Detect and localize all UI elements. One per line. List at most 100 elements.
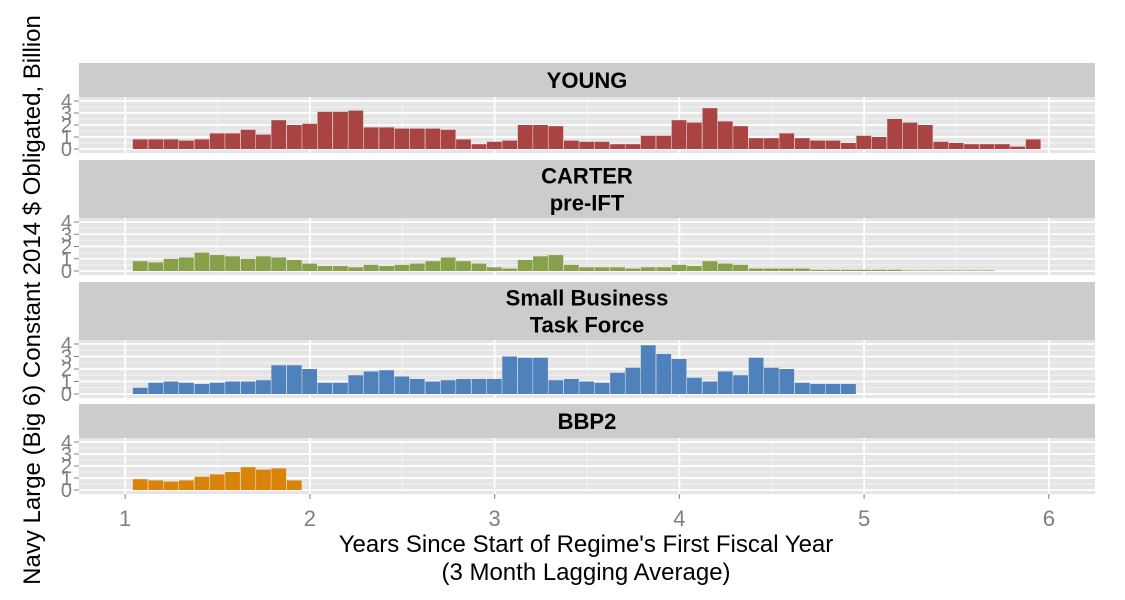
- panel-strip: [79, 282, 1095, 340]
- bar: [994, 144, 1010, 149]
- panel-strip-label: Small Business: [506, 286, 669, 311]
- x-axis-title-line2: (3 Month Lagging Average): [441, 559, 730, 586]
- bar: [548, 255, 564, 271]
- bar: [132, 139, 148, 149]
- bar: [440, 129, 456, 149]
- bar: [132, 261, 148, 271]
- panel-strip-label: BBP2: [558, 409, 617, 434]
- bar: [717, 371, 733, 394]
- bar: [625, 367, 641, 394]
- bar: [687, 122, 702, 149]
- bar: [687, 266, 702, 271]
- bar: [764, 138, 779, 149]
- bar: [333, 111, 348, 149]
- bar: [810, 140, 826, 149]
- bar: [394, 128, 410, 149]
- bar: [656, 267, 672, 271]
- bar: [733, 126, 748, 149]
- bar: [841, 143, 856, 149]
- bar: [333, 266, 348, 271]
- y-axis-title: Navy Large (Big 6) Constant 2014 $ Oblig…: [19, 15, 46, 585]
- bar: [425, 381, 441, 394]
- bar: [887, 119, 903, 149]
- bar: [671, 359, 687, 394]
- bar: [533, 125, 548, 149]
- bar: [979, 270, 995, 271]
- bar: [779, 268, 795, 271]
- bar: [610, 267, 625, 271]
- bar: [148, 262, 164, 271]
- y-tick-label: 0: [61, 480, 72, 502]
- bar: [825, 269, 841, 271]
- bar: [209, 474, 225, 490]
- bar: [702, 108, 718, 149]
- bar: [286, 125, 302, 149]
- bar: [810, 384, 826, 394]
- bar: [148, 480, 164, 490]
- bar: [179, 480, 194, 490]
- bar: [856, 269, 872, 271]
- bar: [240, 467, 256, 490]
- bar: [579, 381, 595, 394]
- bar: [456, 139, 471, 149]
- bar: [964, 270, 979, 271]
- bar: [533, 357, 548, 394]
- bar: [286, 480, 302, 490]
- bar: [964, 144, 979, 149]
- bar: [548, 380, 564, 394]
- bar: [471, 263, 487, 271]
- x-tick-label: 1: [119, 506, 131, 531]
- bar: [348, 267, 364, 271]
- bar: [209, 255, 225, 271]
- bar: [563, 379, 579, 394]
- y-tick-label: 0: [61, 139, 72, 161]
- x-tick-label: 5: [858, 506, 870, 531]
- bar: [317, 111, 333, 149]
- y-tick-label: 3: [61, 224, 72, 246]
- bar: [271, 120, 287, 149]
- bar: [194, 139, 210, 149]
- bar: [363, 264, 379, 271]
- bar: [656, 354, 672, 394]
- x-axis-title: Years Since Start of Regime's First Fisc…: [339, 531, 834, 558]
- bar: [225, 381, 240, 394]
- bar: [256, 380, 271, 394]
- panel-strip-label: Task Force: [530, 313, 645, 338]
- bar: [733, 264, 748, 271]
- bar: [302, 123, 318, 149]
- bar: [132, 479, 148, 490]
- y-tick-label: 3: [61, 103, 72, 125]
- bar: [394, 264, 410, 271]
- bar: [902, 270, 918, 271]
- bar: [179, 382, 194, 394]
- bar: [225, 472, 240, 490]
- bar: [594, 267, 610, 271]
- y-tick-label: 2: [61, 456, 72, 478]
- bar: [271, 468, 287, 490]
- bar: [440, 380, 456, 394]
- bar: [440, 257, 456, 271]
- bar: [579, 141, 595, 149]
- bar: [764, 268, 779, 271]
- panel-strip: [79, 404, 1095, 438]
- x-tick-label: 2: [304, 506, 316, 531]
- bar: [179, 257, 194, 271]
- bar: [1010, 146, 1026, 149]
- bar: [409, 128, 425, 149]
- bar: [671, 264, 687, 271]
- bar: [625, 268, 641, 271]
- bar: [425, 261, 441, 271]
- y-tick-label: 4: [61, 212, 72, 234]
- y-tick-label: 0: [61, 384, 72, 406]
- y-tick-label: 0: [61, 261, 72, 283]
- bar: [286, 365, 302, 394]
- bar: [379, 370, 395, 394]
- x-tick-label: 3: [489, 506, 501, 531]
- bar: [486, 267, 502, 271]
- bar: [379, 266, 395, 271]
- bar: [425, 128, 441, 149]
